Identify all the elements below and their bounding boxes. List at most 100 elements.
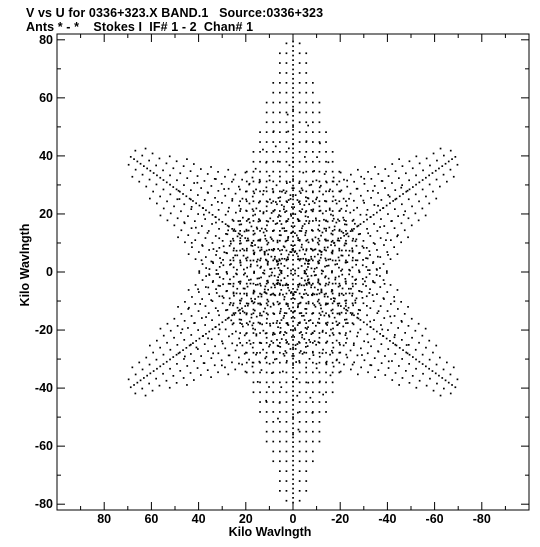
uv-point xyxy=(424,214,427,217)
uv-point xyxy=(224,223,227,225)
uv-point xyxy=(272,450,275,453)
uv-point xyxy=(310,183,313,186)
uv-point xyxy=(298,151,301,153)
uv-point xyxy=(359,213,362,216)
uv-point xyxy=(281,249,283,251)
uv-point xyxy=(313,170,315,172)
uv-point xyxy=(245,228,248,231)
uv-point xyxy=(261,323,263,326)
uv-point xyxy=(232,237,234,240)
uv-point xyxy=(330,290,333,293)
uv-point xyxy=(345,299,348,302)
uv-point xyxy=(190,315,193,317)
uv-point xyxy=(326,303,329,305)
uv-point xyxy=(331,332,334,334)
uv-point xyxy=(303,270,306,272)
uv-point xyxy=(285,210,288,212)
uv-point xyxy=(374,376,376,378)
uv-point xyxy=(250,316,253,319)
uv-point xyxy=(351,239,354,242)
uv-point xyxy=(305,230,308,232)
uv-point xyxy=(283,334,285,336)
uv-point xyxy=(315,219,317,222)
uv-point xyxy=(246,294,248,297)
uv-point xyxy=(151,152,154,155)
uv-point xyxy=(318,391,321,394)
uv-point xyxy=(331,210,334,212)
uv-point xyxy=(318,220,321,222)
uv-point xyxy=(267,253,269,256)
uv-point xyxy=(341,249,343,252)
uv-point xyxy=(279,351,281,354)
uv-point xyxy=(410,317,413,320)
uv-point xyxy=(285,430,288,433)
uv-point xyxy=(351,322,354,324)
uv-point xyxy=(282,353,285,355)
uv-point xyxy=(272,361,275,364)
uv-point xyxy=(349,211,352,214)
uv-point xyxy=(286,275,289,277)
uv-point xyxy=(315,362,318,365)
uv-point xyxy=(183,358,185,360)
uv-point xyxy=(279,101,281,104)
uv-point xyxy=(325,230,327,232)
uv-point xyxy=(292,441,294,443)
uv-point xyxy=(319,256,322,259)
uv-point xyxy=(289,194,292,196)
uv-point xyxy=(245,198,247,201)
uv-point xyxy=(312,151,314,153)
uv-point xyxy=(260,246,263,249)
uv-point xyxy=(262,193,264,196)
uv-point xyxy=(231,314,233,317)
uv-point xyxy=(297,305,299,307)
uv-point xyxy=(270,293,273,296)
uv-point xyxy=(435,197,438,200)
uv-point xyxy=(312,111,314,114)
uv-point xyxy=(338,312,341,315)
uv-point xyxy=(388,195,391,198)
uv-point xyxy=(305,239,308,242)
uv-point xyxy=(200,355,202,357)
uv-point xyxy=(346,337,348,340)
uv-point xyxy=(298,351,301,354)
uv-point xyxy=(279,91,281,94)
uv-point xyxy=(312,141,314,143)
uv-point xyxy=(309,396,312,399)
uv-point xyxy=(353,228,355,230)
uv-point xyxy=(376,293,378,295)
uv-point xyxy=(229,283,232,285)
uv-point xyxy=(292,166,294,168)
uv-point xyxy=(248,218,250,220)
uv-point xyxy=(424,327,427,330)
uv-point xyxy=(315,343,317,346)
uv-point xyxy=(239,264,242,267)
uv-point xyxy=(232,178,235,181)
uv-point xyxy=(290,272,292,275)
uv-point xyxy=(336,302,339,305)
uv-point xyxy=(325,361,327,364)
uv-point xyxy=(325,363,328,366)
uv-point xyxy=(172,356,175,358)
uv-point xyxy=(232,282,235,285)
uv-point xyxy=(267,260,269,263)
uv-point xyxy=(308,281,311,284)
uv-point xyxy=(365,247,368,249)
uv-point xyxy=(305,411,308,413)
uv-point xyxy=(332,327,334,330)
uv-point xyxy=(410,224,413,227)
uv-point xyxy=(279,381,281,384)
y-axis-label: Kilo Wavlngth xyxy=(18,223,32,307)
uv-point xyxy=(401,339,403,341)
uv-point xyxy=(283,246,286,249)
uv-point xyxy=(363,340,365,343)
uv-point xyxy=(325,141,327,143)
uv-point xyxy=(325,411,327,413)
uv-point xyxy=(284,284,287,286)
uv-point xyxy=(246,266,248,269)
uv-point xyxy=(318,332,321,334)
uv-point xyxy=(159,214,162,217)
uv-point xyxy=(385,337,388,340)
uv-point xyxy=(325,302,327,305)
uv-point xyxy=(318,111,321,114)
uv-point xyxy=(217,171,219,173)
